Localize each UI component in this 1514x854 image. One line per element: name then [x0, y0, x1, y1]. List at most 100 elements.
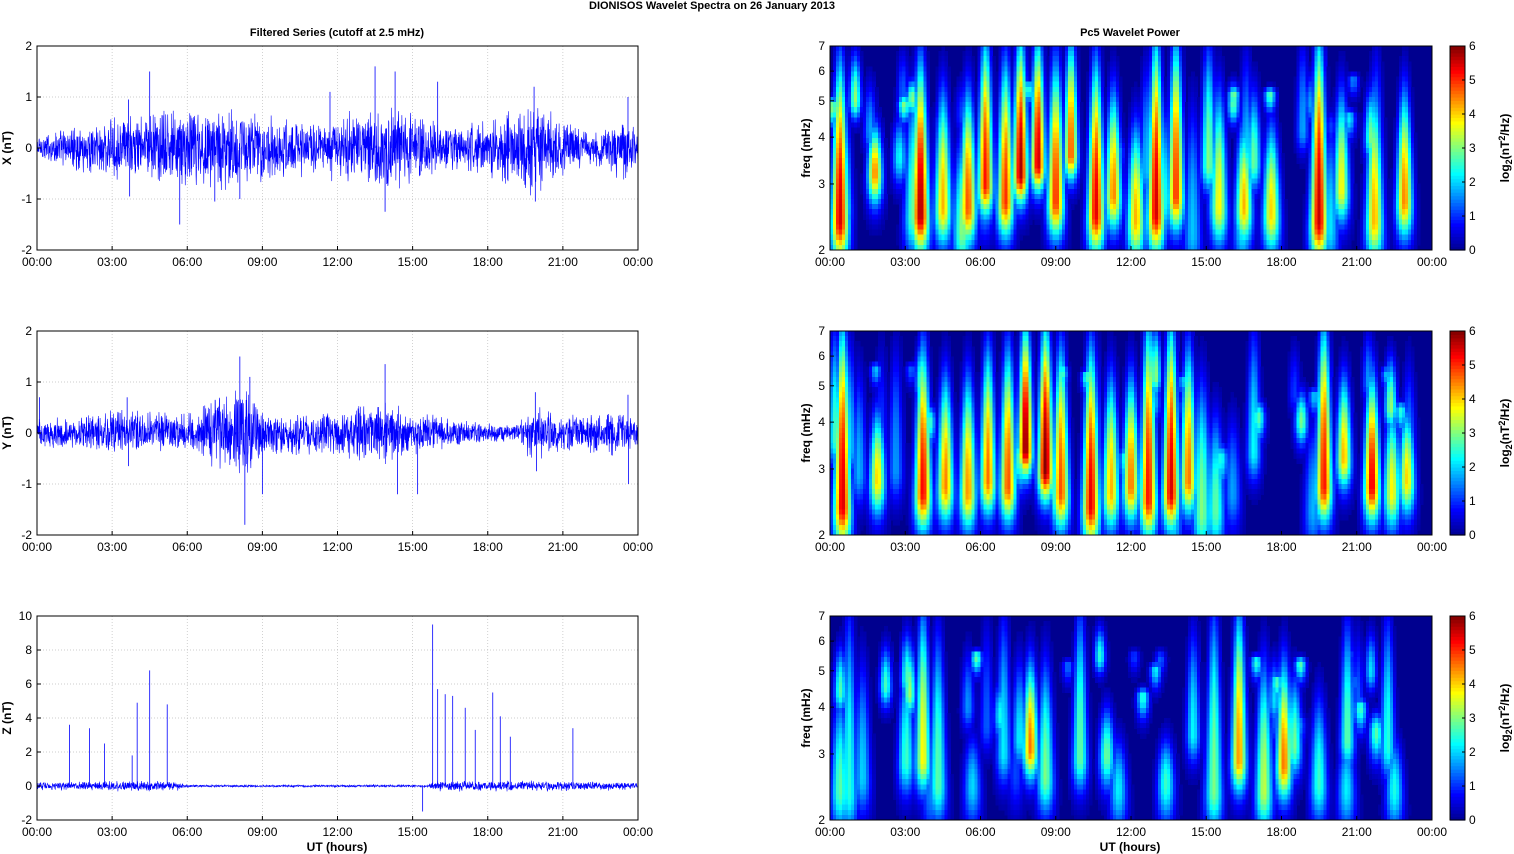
panel-z-spectrum-xlabel: UT (hours) — [1100, 840, 1161, 854]
panel-y-spectrum: freq (mHz) — [799, 403, 813, 462]
y-tick-label: 5 — [818, 94, 825, 108]
x-tick-label: 21:00 — [548, 540, 578, 554]
x-tick-label: 18:00 — [1266, 825, 1296, 839]
x-tick-label: 18:00 — [1266, 540, 1296, 554]
colorbar-tick-label: 3 — [1469, 711, 1476, 725]
x-tick-label: 12:00 — [322, 825, 352, 839]
y-tick-label: 7 — [818, 324, 825, 338]
x-tick-label: 21:00 — [1342, 255, 1372, 269]
panel-z-xlabel: UT (hours) — [307, 840, 368, 854]
colorbar-tick-label: 1 — [1469, 209, 1476, 223]
x-tick-label: 00:00 — [623, 825, 653, 839]
x-tick-label: 18:00 — [1266, 255, 1296, 269]
y-tick-label: 4 — [818, 415, 825, 429]
y-tick-label: 5 — [818, 664, 825, 678]
x-tick-label: 00:00 — [815, 540, 845, 554]
x-tick-label: 15:00 — [1191, 825, 1221, 839]
x-tick-label: 06:00 — [172, 255, 202, 269]
x-tick-label: 21:00 — [548, 825, 578, 839]
colorbar-tick-label: 6 — [1469, 39, 1476, 53]
colorbar-label: log2(nT2/Hz) — [1497, 684, 1513, 753]
colorbar-tick-label: 6 — [1469, 324, 1476, 338]
colorbar-label: log2(nT2/Hz) — [1497, 114, 1513, 183]
colorbar-tick-label: 2 — [1469, 745, 1476, 759]
x-tick-label: 21:00 — [548, 255, 578, 269]
colorbar-tick-label: 3 — [1469, 426, 1476, 440]
heatmap-5: 2 3 4 5 6 7 00:00 03:00 06:00 09:00 12:00 15:00 18:0… — [815, 609, 1514, 839]
panel-y-series: Y (nT) — [0, 416, 14, 450]
x-tick-label: 00:00 — [623, 255, 653, 269]
x-tick-label: 00:00 — [22, 825, 52, 839]
panel-x-spectrum-ylabel: freq (mHz) — [799, 118, 813, 177]
y-tick-label: 7 — [818, 609, 825, 623]
y-tick-label: 6 — [818, 349, 825, 363]
y-tick-label: 6 — [818, 634, 825, 648]
x-tick-label: 03:00 — [890, 255, 920, 269]
x-tick-label: 09:00 — [1041, 255, 1071, 269]
y-tick-label: 6 — [25, 677, 32, 691]
x-tick-label: 12:00 — [1116, 255, 1146, 269]
y-tick-label: 4 — [818, 700, 825, 714]
x-tick-label: 09:00 — [247, 540, 277, 554]
y-tick-label: 6 — [818, 64, 825, 78]
y-tick-label: 10 — [19, 609, 33, 623]
x-tick-label: 03:00 — [97, 825, 127, 839]
panel-y-spectrum-ylabel: freq (mHz) — [799, 403, 813, 462]
colorbar-tick-label: 4 — [1469, 392, 1476, 406]
panel-z-ylabel: Z (nT) — [0, 701, 14, 734]
colorbar-tick-label: 5 — [1469, 643, 1476, 657]
colorbar-tick-label: 2 — [1469, 460, 1476, 474]
y-tick-label: 0 — [25, 141, 32, 155]
y-tick-label: 3 — [818, 177, 825, 191]
x-tick-label: 03:00 — [890, 825, 920, 839]
x-tick-label: 15:00 — [398, 825, 428, 839]
panel-x-ylabel: X (nT) — [0, 131, 14, 165]
panel-x-spectrum-title: Pc5 Wavelet Power — [1080, 27, 1181, 39]
x-tick-label: 06:00 — [965, 825, 995, 839]
y-tick-label: 0 — [25, 779, 32, 793]
y-tick-label: -1 — [21, 192, 32, 206]
x-tick-label: 00:00 — [815, 825, 845, 839]
x-tick-label: 12:00 — [1116, 825, 1146, 839]
y-tick-label: 0 — [25, 426, 32, 440]
x-tick-label: 09:00 — [1041, 825, 1071, 839]
y-tick-label: -1 — [21, 477, 32, 491]
y-tick-label: 2 — [25, 745, 32, 759]
x-tick-label: 15:00 — [1191, 255, 1221, 269]
y-tick-label: 5 — [818, 379, 825, 393]
colorbar-tick-label: 0 — [1469, 528, 1476, 542]
colorbar-tick-label: 3 — [1469, 141, 1476, 155]
colorbar-tick-label: 4 — [1469, 677, 1476, 691]
colorbar-tick-label: 6 — [1469, 609, 1476, 623]
y-tick-label: 2 — [25, 324, 32, 338]
y-tick-label: 3 — [818, 462, 825, 476]
panel-x-title: Filtered Series (cutoff at 2.5 mHz) — [250, 27, 425, 39]
y-tick-label: 3 — [818, 747, 825, 761]
colorbar-tick-label: 0 — [1469, 243, 1476, 257]
x-tick-label: 00:00 — [815, 255, 845, 269]
panel-y-ylabel: Y (nT) — [0, 416, 14, 450]
y-tick-label: 4 — [818, 130, 825, 144]
x-tick-label: 18:00 — [473, 255, 503, 269]
x-tick-label: 03:00 — [890, 540, 920, 554]
y-tick-label: 2 — [25, 39, 32, 53]
x-tick-label: 00:00 — [22, 255, 52, 269]
x-tick-label: 21:00 — [1342, 825, 1372, 839]
x-tick-label: 15:00 — [398, 255, 428, 269]
x-tick-label: 18:00 — [473, 825, 503, 839]
colorbar-tick-label: 1 — [1469, 779, 1476, 793]
x-tick-label: 00:00 — [1417, 255, 1447, 269]
colorbar-tick-label: 4 — [1469, 107, 1476, 121]
x-tick-label: 12:00 — [322, 255, 352, 269]
x-tick-label: 21:00 — [1342, 540, 1372, 554]
x-tick-label: 00:00 — [1417, 540, 1447, 554]
x-tick-label: 15:00 — [1191, 540, 1221, 554]
x-tick-label: 00:00 — [623, 540, 653, 554]
x-tick-label: 06:00 — [172, 540, 202, 554]
